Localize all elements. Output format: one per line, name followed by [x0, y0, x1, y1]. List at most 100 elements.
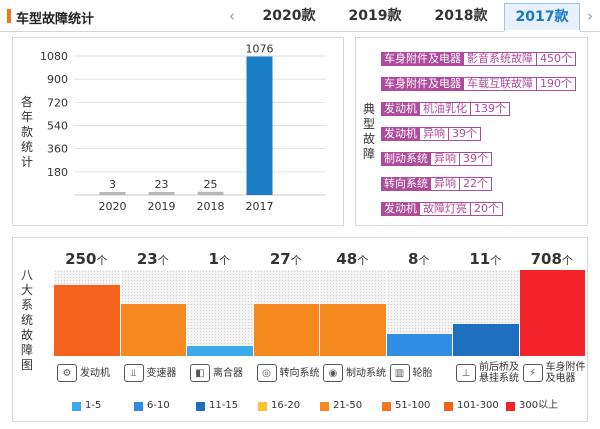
- prev-arrow-icon[interactable]: ‹: [229, 7, 235, 25]
- defect-issue: 车载互联故障: [464, 77, 537, 91]
- defect-item[interactable]: 发动机 故障灯亮 20个: [381, 202, 503, 216]
- year-side-char: 计: [20, 155, 33, 169]
- legend-label: 21-50: [333, 400, 363, 411]
- system-column[interactable]: [53, 270, 120, 356]
- system-name-line: 前后桥及: [479, 362, 519, 373]
- tab-2017[interactable]: 2017款: [504, 3, 580, 32]
- bar-value-label: 23: [155, 178, 169, 191]
- y-tick-label: 180: [47, 166, 68, 179]
- defect-item[interactable]: 转向系统 异响 22个: [381, 177, 492, 191]
- defect-item[interactable]: 发动机 机油乳化 139个: [381, 102, 510, 116]
- system-name: 离合器: [213, 368, 243, 379]
- defect-count: 450个: [537, 52, 576, 66]
- legend-label: 51-100: [395, 400, 431, 411]
- system-label: ⊥ 前后桥及 悬挂系统: [456, 361, 519, 385]
- defect-count: 22个: [460, 177, 492, 191]
- eight-systems-side-label: 八大系统故障图: [20, 268, 34, 373]
- system-column[interactable]: [452, 270, 519, 356]
- system-label: ⫫ 变速器: [123, 361, 177, 385]
- system-count-value: 708: [530, 250, 562, 268]
- y-tick-label: 900: [47, 73, 68, 86]
- year-stats-side-label: 各年款统计: [20, 95, 34, 170]
- system-name-line: 及电器: [545, 373, 576, 384]
- legend-item: 1-5: [72, 399, 101, 413]
- system-name-line: 制动系统: [346, 367, 386, 379]
- year-side-char: 统: [20, 140, 33, 154]
- legend-swatch: [506, 401, 515, 411]
- defect-system: 转向系统: [381, 177, 431, 191]
- tab-2020[interactable]: 2020款: [262, 8, 316, 24]
- defect-item[interactable]: 发动机 异响 39个: [381, 127, 481, 141]
- tire-icon: ▥: [389, 364, 410, 382]
- system-count-unit: 个: [490, 254, 502, 267]
- system-label: ◉ 制动系统: [323, 361, 386, 385]
- system-name-line: 变速器: [146, 367, 177, 379]
- system-count-header: 48个: [319, 248, 386, 270]
- defect-item[interactable]: 制动系统 异响 39个: [381, 152, 492, 166]
- system-count-unit: 个: [290, 254, 302, 267]
- system-name: 车身附件 及电器: [546, 362, 586, 384]
- sys-side-char: 统: [20, 313, 33, 327]
- system-count-value: 23: [136, 250, 158, 268]
- system-level-bar: [320, 304, 386, 356]
- legend-item: 16-20: [258, 399, 300, 413]
- legend-swatch: [196, 401, 205, 411]
- defect-count: 139个: [471, 102, 510, 116]
- year-tabs: ‹ 2020款 2019款 2018款 2017款 ›: [222, 3, 600, 32]
- system-count-header: 27个: [253, 248, 320, 270]
- defect-issue: 异响: [431, 177, 460, 191]
- legend-item: 300以上: [506, 399, 558, 413]
- defect-system: 发动机: [381, 102, 420, 116]
- system-count-value: 8: [408, 250, 419, 268]
- defect-count: 39个: [449, 127, 481, 141]
- defect-system: 车身附件及电器: [381, 77, 464, 91]
- defect-issue: 异响: [431, 152, 460, 166]
- y-tick-label: 540: [47, 120, 68, 133]
- system-count-header: 1个: [186, 248, 253, 270]
- legend-item: 11-15: [196, 399, 238, 413]
- system-level-bar: [519, 270, 585, 356]
- year-side-char: 各: [20, 95, 33, 109]
- bar-2018: [197, 191, 224, 195]
- defect-count: 190个: [537, 77, 576, 91]
- defect-system: 发动机: [381, 202, 420, 216]
- legend-swatch: [444, 401, 453, 411]
- system-column[interactable]: [319, 270, 386, 356]
- system-name: 制动系统: [346, 368, 386, 379]
- system-label: ⚙ 发动机: [57, 361, 110, 385]
- system-name: 变速器: [147, 368, 177, 379]
- system-name: 前后桥及 悬挂系统: [479, 362, 519, 384]
- system-level-bar: [253, 304, 319, 356]
- system-count-unit: 个: [218, 254, 230, 267]
- system-column[interactable]: [385, 270, 452, 356]
- legend-swatch: [382, 401, 391, 411]
- year-side-char: 款: [20, 125, 33, 139]
- y-tick-label: 720: [47, 96, 68, 109]
- next-arrow-icon[interactable]: ›: [587, 7, 593, 25]
- system-level-bar: [386, 333, 452, 356]
- defect-side-char: 典: [362, 102, 375, 116]
- system-label: ▥ 轮胎: [389, 361, 433, 385]
- system-column[interactable]: [518, 270, 585, 356]
- legend-label: 16-20: [271, 400, 301, 411]
- defect-side-char: 故: [362, 132, 375, 146]
- header-bar: 车型故障统计: [0, 0, 600, 32]
- sys-side-char: 故: [20, 328, 33, 342]
- defect-count: 20个: [471, 202, 503, 216]
- legend-item: 6-10: [134, 399, 170, 413]
- system-column[interactable]: [119, 270, 186, 356]
- system-column[interactable]: [252, 270, 319, 356]
- tab-2019[interactable]: 2019款: [348, 8, 402, 24]
- system-label: ◧ 离合器: [190, 361, 243, 385]
- defect-item[interactable]: 车身附件及电器 影音系统故障 450个: [381, 52, 576, 66]
- clutch-icon: ◧: [190, 364, 210, 382]
- system-count-value: 27: [269, 250, 291, 268]
- x-tick-label: 2018: [197, 200, 225, 213]
- system-column[interactable]: [186, 270, 253, 356]
- defect-system: 车身附件及电器: [381, 52, 464, 66]
- defect-item[interactable]: 车身附件及电器 车载互联故障 190个: [381, 77, 576, 91]
- tab-2018[interactable]: 2018款: [434, 8, 488, 24]
- bar-2019: [148, 192, 175, 195]
- system-name: 转向系统: [280, 368, 320, 379]
- brake-icon: ◉: [323, 364, 343, 382]
